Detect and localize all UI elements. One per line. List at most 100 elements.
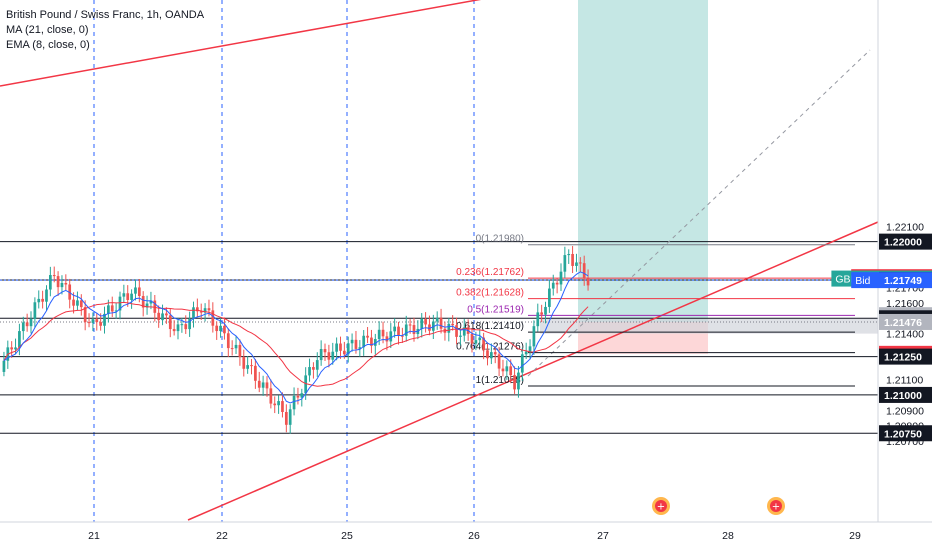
candle-body: [370, 337, 373, 346]
candle-body: [435, 317, 439, 322]
candle-body: [284, 411, 288, 425]
candle-body: [45, 289, 48, 302]
candle-body: [157, 312, 161, 321]
candle-body: [269, 388, 273, 404]
candle-body: [350, 339, 354, 344]
candle-body: [137, 287, 141, 297]
candle-body: [447, 323, 451, 333]
price-tag-value: 1.21250: [884, 352, 922, 364]
candle-body: [254, 365, 257, 381]
candle-body: [513, 375, 516, 390]
time-tick-label: 26: [468, 530, 480, 542]
price-tag-bg: [879, 233, 932, 250]
candle-body: [246, 365, 249, 369]
candle-body: [420, 319, 424, 329]
lower-trendline: [187, 221, 879, 521]
candle-body: [242, 357, 246, 369]
fib-level-label: 0.236(1.21762): [456, 267, 524, 278]
candle-body: [130, 293, 133, 300]
candle-body: [149, 300, 153, 304]
candle-body: [343, 350, 346, 355]
candle-body: [497, 354, 501, 369]
candle-body: [114, 310, 118, 312]
candle-body: [404, 324, 408, 336]
price-tag-value: 1.21749: [884, 275, 922, 287]
profit-zone: [578, 0, 708, 322]
price-tag-value: 1.20750: [884, 428, 922, 440]
candle-body: [524, 351, 528, 355]
candle-body: [265, 382, 269, 389]
candle-body: [110, 305, 114, 312]
candle-body: [401, 335, 404, 337]
price-tag: 1.21749 Bid: [851, 272, 932, 289]
price-tick-label: 1.21400: [886, 329, 924, 341]
candle-body: [536, 312, 540, 327]
candle-body: [308, 367, 311, 376]
candle-body: [517, 372, 520, 390]
candle-body: [207, 308, 211, 311]
candle-body: [107, 305, 110, 314]
candle-body: [323, 349, 327, 353]
candle-body: [41, 298, 44, 302]
event-marker-glyph: +: [657, 502, 665, 513]
legend-ma: MA (21, close, 0): [6, 24, 89, 36]
candle-body: [459, 335, 462, 337]
candle-body: [346, 343, 350, 355]
legend-ema: EMA (8, close, 0): [6, 39, 90, 51]
fib-level-label: 0(1.21980): [476, 234, 524, 245]
time-tick-label: 22: [216, 530, 228, 542]
candle-body: [126, 293, 130, 300]
candles-group: [2, 246, 590, 434]
candle-body: [304, 375, 308, 394]
price-tag: 1.21250: [879, 348, 932, 365]
price-tag: 1.21476: [879, 313, 932, 330]
candle-body: [455, 325, 458, 337]
candle-body: [21, 322, 25, 332]
candle-body: [238, 344, 242, 358]
candle-body: [18, 331, 21, 348]
candle-body: [250, 365, 253, 367]
candle-body: [288, 409, 292, 425]
candle-body: [319, 349, 323, 361]
candle-body: [478, 337, 482, 341]
candle-body: [451, 323, 455, 326]
price-tag-value: 1.22000: [884, 237, 922, 249]
candle-body: [428, 324, 431, 331]
price-tag-value: 1.21000: [884, 390, 922, 402]
candle-body: [315, 360, 319, 370]
candle-body: [335, 343, 338, 352]
fib-level-label: 0.5(1.21519): [467, 304, 524, 315]
candle-body: [544, 306, 547, 315]
candle-body: [331, 351, 335, 360]
price-tag: 1.20750: [879, 425, 932, 442]
candle-body: [180, 324, 184, 326]
candle-body: [563, 255, 567, 272]
candle-body: [327, 352, 331, 360]
candle-body: [300, 393, 304, 398]
candle-body: [95, 319, 99, 323]
candle-body: [439, 317, 443, 329]
candle-body: [373, 339, 377, 346]
candle-body: [25, 322, 29, 327]
candle-body: [184, 324, 188, 330]
candle-body: [424, 319, 427, 325]
candle-body: [505, 366, 509, 372]
candle-body: [103, 313, 106, 326]
candle-body: [153, 300, 157, 313]
candle-body: [312, 367, 315, 370]
candle-body: [14, 347, 17, 350]
candle-body: [381, 329, 385, 337]
price-tag: 1.21000: [879, 386, 932, 403]
candle-body: [586, 278, 590, 286]
candle-body: [281, 401, 284, 412]
candle-body: [520, 354, 524, 373]
candle-body: [575, 262, 578, 266]
candle-body: [490, 352, 493, 359]
price-tick-label: 1.21600: [886, 298, 924, 310]
candle-body: [223, 325, 226, 334]
candle-body: [559, 271, 563, 285]
candle-body: [571, 253, 574, 266]
candle-body: [377, 329, 381, 340]
